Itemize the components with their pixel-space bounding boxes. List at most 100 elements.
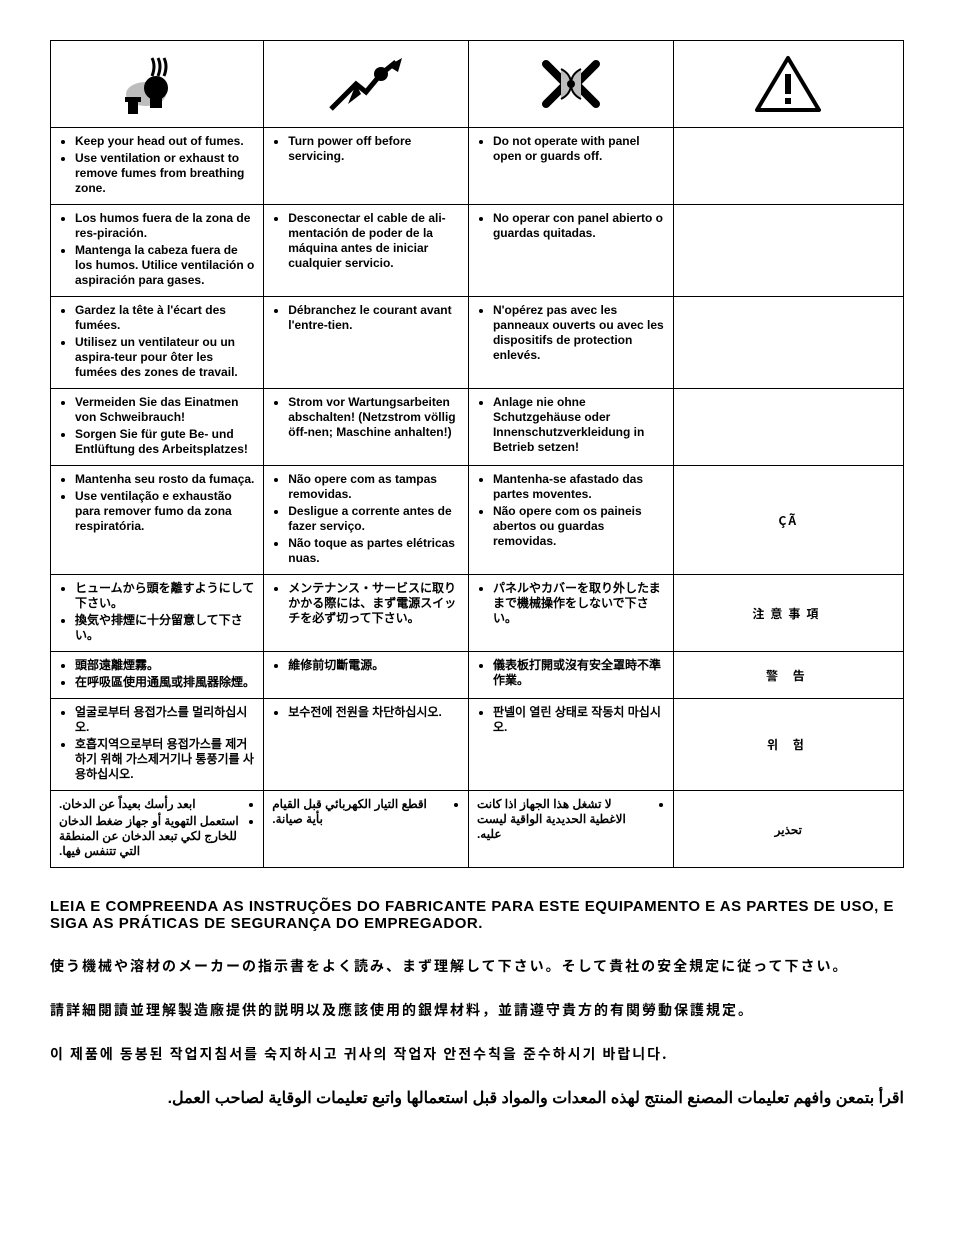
- bullet: Los humos fuera de la zona de res-piraci…: [75, 211, 255, 241]
- cell: Los humos fuera de la zona de res-piraci…: [51, 205, 264, 297]
- bullet: パネルやカバーを取り外したままで機械操作をしないで下さい。: [493, 581, 665, 626]
- bullet-list: لا تشغل هذا الجهاز اذا كانت الاغطية الحد…: [477, 797, 665, 842]
- bullet-list: Do not operate with panel open or guards…: [477, 134, 665, 164]
- table-row: 頭部遠離煙霧。在呼吸區使用通風或排風器除煙。維修前切斷電源。儀表板打開或沒有安全…: [51, 652, 904, 699]
- bullet-list: Mantenha seu rosto da fumaça. Use ventila…: [59, 472, 255, 534]
- bullet: Do not operate with panel open or guards…: [493, 134, 665, 164]
- bullet: No operar con panel abierto o guardas qu…: [493, 211, 665, 241]
- bullet-list: Gardez la tête à l'écart des fumées.Util…: [59, 303, 255, 380]
- cell: Turn power off before servicing.: [264, 128, 469, 205]
- bullet: Não toque as partes elétricas nuas.: [288, 536, 460, 566]
- table-row: ヒュームから頭を離すようにして下さい。換気や排煙に十分留意して下さい。メンテナン…: [51, 575, 904, 652]
- bullet: Use ventilation or exhaust to remove fum…: [75, 151, 255, 196]
- cell: 維修前切斷電源。: [264, 652, 469, 699]
- bullet-list: ヒュームから頭を離すようにして下さい。換気や排煙に十分留意して下さい。: [59, 581, 255, 643]
- bullet: Keep your head out of fumes.: [75, 134, 255, 149]
- warning-cell: 警 告: [673, 652, 903, 699]
- cell: Anlage nie ohne Schutzgehäuse oder Innen…: [468, 389, 673, 466]
- bullet-list: Mantenha-se afastado das partes moventes…: [477, 472, 665, 549]
- safety-page: Keep your head out of fumes. Use ventilat…: [0, 0, 954, 1235]
- bullet: Desconectar el cable de ali-mentación de…: [288, 211, 460, 271]
- bullet-list: Débranchez le courant avant l'entre-tien…: [272, 303, 460, 333]
- bullet-list: No operar con panel abierto o guardas qu…: [477, 211, 665, 241]
- table-row: ابعد رأسك بعيداً عن الدخان. استعمل التهوي…: [51, 791, 904, 868]
- bullet: Anlage nie ohne Schutzgehäuse oder Innen…: [493, 395, 665, 455]
- bullet-list: 판넬이 열린 상태로 작동치 마십시오.: [477, 705, 665, 735]
- warning-cell: [673, 297, 903, 389]
- cell: メンテナンス・サービスに取りかかる際には、まず電源スイッチを必ず切って下さい。: [264, 575, 469, 652]
- cell: Do not operate with panel open or guards…: [468, 128, 673, 205]
- footer-pt: LEIA E COMPREENDA AS INSTRUÇÕES DO FABRI…: [50, 898, 904, 932]
- bullet: Turn power off before servicing.: [288, 134, 460, 164]
- bullet: Mantenha-se afastado das partes moventes…: [493, 472, 665, 502]
- bullet: 儀表板打開或沒有安全罩時不準作業。: [493, 658, 665, 688]
- bullet: Gardez la tête à l'écart des fumées.: [75, 303, 255, 333]
- bullet: Débranchez le courant avant l'entre-tien…: [288, 303, 460, 333]
- safety-table: Keep your head out of fumes. Use ventilat…: [50, 40, 904, 868]
- icon-cell-warning: [673, 41, 903, 128]
- hands-caught-icon: [473, 54, 669, 114]
- icon-cell-fumes: [51, 41, 264, 128]
- table-body: Keep your head out of fumes. Use ventilat…: [51, 128, 904, 868]
- cell: اقطع التيار الكهربائي قبل القيام بأية صي…: [264, 791, 469, 868]
- warning-cell: ÇÃ: [673, 466, 903, 575]
- bullet: Use ventilação e exhaustão para remover …: [75, 489, 255, 534]
- cell: 頭部遠離煙霧。在呼吸區使用通風或排風器除煙。: [51, 652, 264, 699]
- cell: 보수전에 전원을 차단하십시오.: [264, 699, 469, 791]
- bullet-list: 얼굴로부터 용접가스를 멀리하십시오.호흡지역으로부터 용접가스를 제거하기 위…: [59, 705, 255, 782]
- bullet: Não opere com os paineis abertos ou guar…: [493, 504, 665, 549]
- table-row: Mantenha seu rosto da fumaça. Use ventila…: [51, 466, 904, 575]
- bullet: Não opere com as tampas removidas.: [288, 472, 460, 502]
- cell: 얼굴로부터 용접가스를 멀리하십시오.호흡지역으로부터 용접가스를 제거하기 위…: [51, 699, 264, 791]
- bullet-list: 頭部遠離煙霧。在呼吸區使用通風或排風器除煙。: [59, 658, 255, 690]
- bullet-list: パネルやカバーを取り外したままで機械操作をしないで下さい。: [477, 581, 665, 626]
- bullet-list: Strom vor Wartungsarbeiten abschalten! (…: [272, 395, 460, 440]
- cell: Débranchez le courant avant l'entre-tien…: [264, 297, 469, 389]
- fumes-icon: [55, 54, 259, 114]
- warning-cell: تحذير: [673, 791, 903, 868]
- cell: Mantenha-se afastado das partes moventes…: [468, 466, 673, 575]
- bullet: 보수전에 전원을 차단하십시오.: [288, 705, 460, 720]
- table-row: Vermeiden Sie das Einatmen von Schweibra…: [51, 389, 904, 466]
- cell: Strom vor Wartungsarbeiten abschalten! (…: [264, 389, 469, 466]
- bullet: Mantenha seu rosto da fumaça.: [75, 472, 255, 487]
- warning-cell: [673, 389, 903, 466]
- bullet: ابعد رأسك بعيداً عن الدخان.: [59, 797, 239, 812]
- footer-ar: اقرأ بتمعن وافهم تعليمات المصنع المنتج ل…: [50, 1088, 904, 1108]
- bullet-list: Los humos fuera de la zona de res-piraci…: [59, 211, 255, 288]
- table-row: Keep your head out of fumes. Use ventilat…: [51, 128, 904, 205]
- bullet: لا تشغل هذا الجهاز اذا كانت الاغطية الحد…: [477, 797, 649, 842]
- cell: لا تشغل هذا الجهاز اذا كانت الاغطية الحد…: [468, 791, 673, 868]
- cell: Vermeiden Sie das Einatmen von Schweibra…: [51, 389, 264, 466]
- bullet: Utilisez un ventilateur ou un aspira-teu…: [75, 335, 255, 380]
- icon-row: [51, 41, 904, 128]
- cell: 판넬이 열린 상태로 작동치 마십시오.: [468, 699, 673, 791]
- bullet-list: 儀表板打開或沒有安全罩時不準作業。: [477, 658, 665, 688]
- bullet: 호흡지역으로부터 용접가스를 제거하기 위해 가스제거기나 통풍기를 사용하십시…: [75, 737, 255, 782]
- bullet-list: Não opere com as tampas removidas.Deslig…: [272, 472, 460, 566]
- table-row: Los humos fuera de la zona de res-piraci…: [51, 205, 904, 297]
- bullet-list: Keep your head out of fumes. Use ventilat…: [59, 134, 255, 196]
- table-row: Gardez la tête à l'écart des fumées.Util…: [51, 297, 904, 389]
- bullet-list: N'opérez pas avec les panneaux ouverts o…: [477, 303, 665, 363]
- bullet-list: 보수전에 전원을 차단하십시오.: [272, 705, 460, 720]
- cell: Keep your head out of fumes. Use ventilat…: [51, 128, 264, 205]
- table-row: 얼굴로부터 용접가스를 멀리하십시오.호흡지역으로부터 용접가스를 제거하기 위…: [51, 699, 904, 791]
- bullet: استعمل التهوية أو جهاز ضغط الدخان للخارج…: [59, 814, 239, 859]
- cell: Gardez la tête à l'écart des fumées.Util…: [51, 297, 264, 389]
- bullet: メンテナンス・サービスに取りかかる際には、まず電源スイッチを必ず切って下さい。: [288, 581, 460, 626]
- bullet: ヒュームから頭を離すようにして下さい。: [75, 581, 255, 611]
- warning-cell: 注意事項: [673, 575, 903, 652]
- cell: Desconectar el cable de ali-mentación de…: [264, 205, 469, 297]
- warning-cell: 위 험: [673, 699, 903, 791]
- bullet-list: اقطع التيار الكهربائي قبل القيام بأية صي…: [272, 797, 460, 827]
- bullet: 頭部遠離煙霧。: [75, 658, 255, 673]
- bullet: 在呼吸區使用通風或排風器除煙。: [75, 675, 255, 690]
- warning-triangle-icon: [678, 54, 899, 114]
- bullet: 얼굴로부터 용접가스를 멀리하십시오.: [75, 705, 255, 735]
- icon-cell-power-off: [264, 41, 469, 128]
- cell: No operar con panel abierto o guardas qu…: [468, 205, 673, 297]
- bullet-list: Anlage nie ohne Schutzgehäuse oder Innen…: [477, 395, 665, 455]
- bullet: Strom vor Wartungsarbeiten abschalten! (…: [288, 395, 460, 440]
- footer-ko: 이 제품에 동봉된 작업지침서를 숙지하시고 귀사의 작업자 안전수칙을 준수하…: [50, 1044, 904, 1064]
